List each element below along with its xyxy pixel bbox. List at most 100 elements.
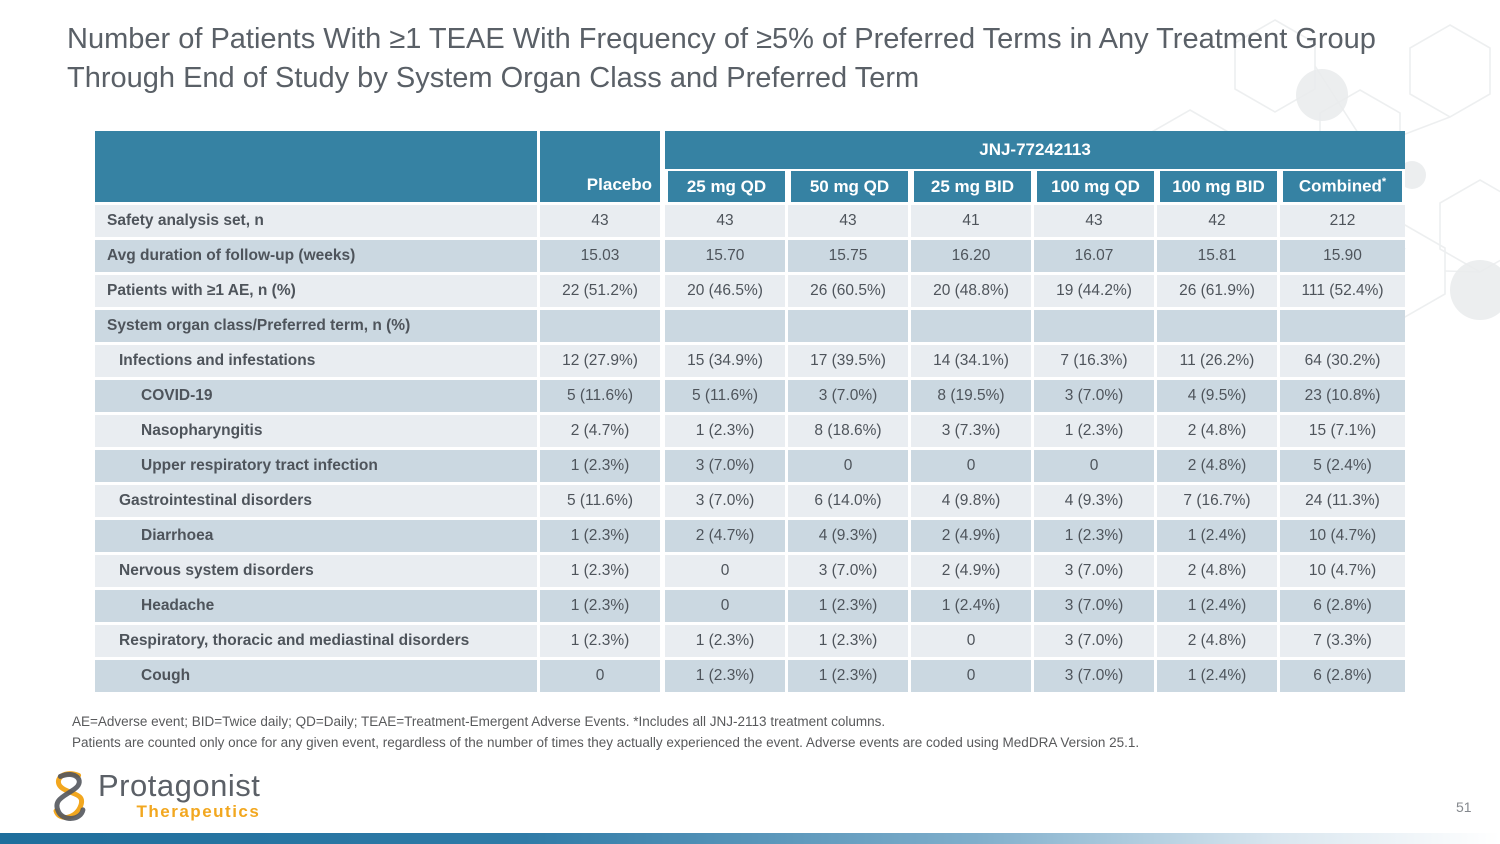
row-label: Upper respiratory tract infection [95,450,540,485]
table-row: Gastrointestinal disorders 5 (11.6%) 3 (7.… [95,485,1406,520]
table-cell: 5 (11.6%) [540,380,665,415]
slide-title-line1: Number of Patients With ≥1 TEAE With Fre… [67,23,1376,55]
logo-company-name: Protagonist [98,768,261,803]
table-cell: 2 (4.9%) [911,520,1034,555]
footnote-counting-rule: Patients are counted only once for any g… [72,735,1140,750]
table-cell: 0 [911,660,1034,695]
table-cell [911,310,1034,345]
table-cell: 2 (4.7%) [665,520,788,555]
table-cell: 15 (7.1%) [1280,415,1406,450]
table-cell [540,310,665,345]
table-cell: 1 (2.3%) [665,660,788,695]
table-cell: 2 (4.8%) [1157,450,1280,485]
footnotes: AE=Adverse event; BID=Twice daily; QD=Da… [72,711,1432,753]
table-row: COVID-19 5 (11.6%) 5 (11.6%) 3 (7.0%) 8 (19.… [95,380,1406,415]
page-number: 51 [1456,799,1472,815]
table-cell: 15.03 [540,240,665,275]
table-cell [788,310,911,345]
table-row: Cough 0 1 (2.3%) 1 (2.3%) 0 3 (7.0%) 1 (2.4%) 6… [95,660,1406,695]
company-logo: Protagonist Therapeutics [48,770,260,826]
table-cell: 3 (7.0%) [1034,555,1157,590]
logo-tagline: Therapeutics [136,802,261,821]
table-cell [1034,310,1157,345]
table-cell: 15.70 [665,240,788,275]
table-cell: 0 [665,555,788,590]
corner-header-cell [95,131,540,205]
table-cell: 2 (4.8%) [1157,625,1280,660]
table-cell: 1 (2.3%) [540,625,665,660]
table-cell: 12 (27.9%) [540,345,665,380]
row-label: Gastrointestinal disorders [95,485,540,520]
table-cell: 0 [911,450,1034,485]
table-cell: 111 (52.4%) [1280,275,1406,310]
table-cell: 1 (2.4%) [1157,660,1280,695]
table-cell [1157,310,1280,345]
table-cell: 16.07 [1034,240,1157,275]
table-row: Safety analysis set, n 43 43 43 41 43 42 212 [95,205,1406,240]
table-cell: 212 [1280,205,1406,240]
table-cell: 2 (4.8%) [1157,415,1280,450]
table-cell: 43 [665,205,788,240]
table-row: Respiratory, thoracic and mediastinal di… [95,625,1406,660]
table-row: Upper respiratory tract infection 1 (2.3%… [95,450,1406,485]
slide-title-line2: Through End of Study by System Organ Cla… [67,62,920,94]
table-cell: 64 (30.2%) [1280,345,1406,380]
table-row: Avg duration of follow-up (weeks) 15.03 15… [95,240,1406,275]
table-cell: 11 (26.2%) [1157,345,1280,380]
table-row: Patients with ≥1 AE, n (%) 22 (51.2%) 20 (… [95,275,1406,310]
table-row: Infections and infestations 12 (27.9%) 15 … [95,345,1406,380]
table-cell: 1 (2.3%) [540,450,665,485]
table-cell [1280,310,1406,345]
table-cell: 15.90 [1280,240,1406,275]
footnote-abbreviations: AE=Adverse event; BID=Twice daily; QD=Da… [72,714,886,729]
table-cell: 3 (7.0%) [1034,590,1157,625]
table-cell: 14 (34.1%) [911,345,1034,380]
dose-column-header: 100 mg QD [1034,169,1157,205]
table-cell: 4 (9.3%) [1034,485,1157,520]
table-cell: 20 (46.5%) [665,275,788,310]
table-cell: 0 [911,625,1034,660]
table-cell: 3 (7.3%) [911,415,1034,450]
table-cell: 7 (16.7%) [1157,485,1280,520]
table-cell: 7 (3.3%) [1280,625,1406,660]
table-cell: 6 (2.8%) [1280,660,1406,695]
row-label: Respiratory, thoracic and mediastinal di… [95,625,540,660]
dna-helix-icon [53,771,86,821]
table-cell [665,310,788,345]
row-label: Diarrhoea [95,520,540,555]
table-cell: 1 (2.3%) [788,625,911,660]
table-cell: 6 (14.0%) [788,485,911,520]
row-label: System organ class/Preferred term, n (%) [95,310,540,345]
table-cell: 17 (39.5%) [788,345,911,380]
table-row: Diarrhoea 1 (2.3%) 2 (4.7%) 4 (9.3%) 2 (4.9%… [95,520,1406,555]
table-cell: 43 [788,205,911,240]
table-cell: 1 (2.3%) [540,520,665,555]
row-label: Avg duration of follow-up (weeks) [95,240,540,275]
table-cell: 7 (16.3%) [1034,345,1157,380]
table-cell: 20 (48.8%) [911,275,1034,310]
table-cell: 3 (7.0%) [788,555,911,590]
row-label: Cough [95,660,540,695]
table-cell: 10 (4.7%) [1280,555,1406,590]
table-cell: 3 (7.0%) [1034,625,1157,660]
dose-column-header: 100 mg BID [1157,169,1280,205]
table-cell: 6 (2.8%) [1280,590,1406,625]
table-cell: 0 [665,590,788,625]
table-cell: 5 (11.6%) [665,380,788,415]
row-label: Headache [95,590,540,625]
table-cell: 3 (7.0%) [665,485,788,520]
table-cell: 10 (4.7%) [1280,520,1406,555]
table-cell: 1 (2.3%) [1034,415,1157,450]
table-cell: 8 (19.5%) [911,380,1034,415]
table-cell: 15 (34.9%) [665,345,788,380]
table-cell: 26 (61.9%) [1157,275,1280,310]
table-cell: 3 (7.0%) [1034,660,1157,695]
treatment-group-header: JNJ-77242113 [665,131,1406,169]
table-cell: 4 (9.5%) [1157,380,1280,415]
table-cell: 1 (2.4%) [1157,590,1280,625]
table-cell: 2 (4.8%) [1157,555,1280,590]
table-cell: 43 [1034,205,1157,240]
table-cell: 0 [788,450,911,485]
dose-column-header: Combined* [1280,169,1406,205]
table-cell: 5 (11.6%) [540,485,665,520]
